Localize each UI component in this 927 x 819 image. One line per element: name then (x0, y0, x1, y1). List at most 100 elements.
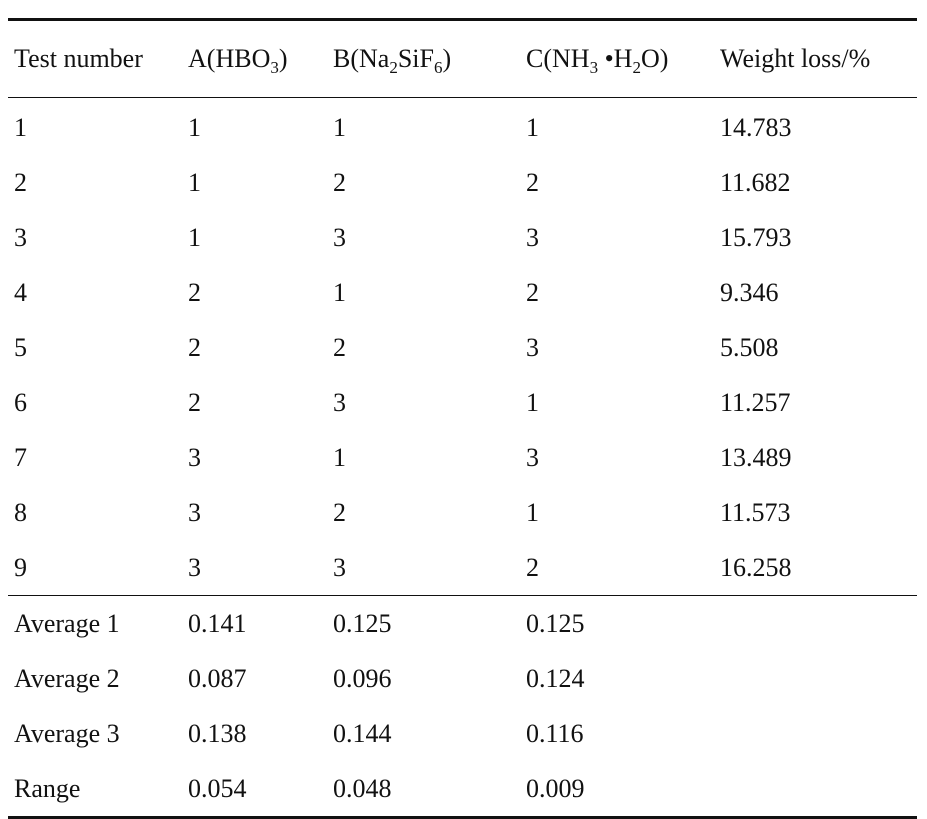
table-row: 8 3 2 1 11.573 (8, 485, 917, 540)
cell-test-number: 8 (14, 497, 27, 527)
factor-c-chem-2: •H (598, 44, 633, 73)
table-row: 1 1 1 1 14.783 (8, 98, 917, 156)
cell-factor-a: 2 (188, 332, 201, 362)
cell-factor-c: 0.009 (520, 761, 714, 819)
header-factor-b: B(Na2SiF6) (333, 44, 452, 77)
factor-b-label: B (333, 44, 351, 73)
factor-c-sub-1: 3 (589, 58, 599, 77)
cell-factor-a: 2 (188, 277, 201, 307)
cell-factor-c: 2 (526, 552, 539, 582)
summary-rows: Average 1 0.141 0.125 0.125 Average 2 0.087 0.… (8, 595, 917, 819)
cell-factor-c: 0.125 (520, 595, 714, 651)
cell-factor-b: 1 (333, 112, 346, 142)
cell-weight-loss: 11.682 (720, 167, 791, 197)
cell-weight-loss: 14.783 (720, 112, 792, 142)
cell-factor-a: 1 (188, 222, 201, 252)
cell-factor-a: 0.087 (188, 663, 247, 693)
cell-factor-b: 3 (333, 387, 346, 417)
table-row: 4 2 1 2 9.346 (8, 265, 917, 320)
factor-b-sub-1: 2 (389, 58, 398, 77)
table-header: Test number A(HBO3) B(Na2SiF6) C(NH3 •H2… (8, 19, 917, 98)
cell-factor-a: 1 (188, 167, 201, 197)
cell-factor-a: 2 (188, 387, 201, 417)
cell-weight-loss: 5.508 (720, 332, 779, 362)
cell-summary-label: Range (8, 761, 182, 819)
cell-factor-b: 3 (333, 222, 346, 252)
cell-factor-a: 0.138 (188, 718, 247, 748)
cell-test-number: 6 (14, 387, 27, 417)
cell-factor-c: 0.116 (526, 718, 584, 748)
cell-test-number: 1 (14, 112, 27, 142)
cell-weight-loss: 9.346 (720, 277, 779, 307)
cell-factor-a: 3 (188, 552, 201, 582)
table-row: 5 2 2 3 5.508 (8, 320, 917, 375)
header-factor-c: C(NH3 •H2O) (526, 44, 669, 77)
cell-factor-b: 1 (333, 442, 346, 472)
cell-factor-b: 1 (333, 277, 346, 307)
cell-factor-c: 3 (526, 332, 539, 362)
cell-factor-b: 0.048 (327, 761, 520, 819)
factor-a-label: A (188, 44, 207, 73)
cell-test-number: 3 (14, 222, 27, 252)
summary-row: Average 2 0.087 0.096 0.124 (8, 651, 917, 706)
cell-factor-b: 2 (333, 332, 346, 362)
factor-a-sub: 3 (270, 58, 279, 77)
cell-empty (714, 761, 917, 819)
cell-test-number: 2 (14, 167, 27, 197)
header-weight-loss: Weight loss/% (720, 44, 871, 73)
factor-c-label: C (526, 44, 544, 73)
factor-c-chem-1: NH (552, 44, 590, 73)
cell-factor-b: 3 (333, 552, 346, 582)
cell-factor-a: 0.141 (182, 595, 327, 651)
cell-weight-loss: 11.257 (720, 387, 791, 417)
cell-test-number: 4 (14, 277, 27, 307)
cell-factor-c: 2 (526, 167, 539, 197)
cell-test-number: 5 (14, 332, 27, 362)
cell-factor-c: 1 (526, 112, 539, 142)
cell-factor-c: 0.124 (526, 663, 585, 693)
factor-b-chem-2: SiF (397, 44, 434, 73)
table-row: 3 1 3 3 15.793 (8, 210, 917, 265)
factor-b-sub-2: 6 (434, 58, 443, 77)
cell-factor-c: 3 (526, 222, 539, 252)
cell-summary-label: Average 1 (8, 595, 182, 651)
table-row: 6 2 3 1 11.257 (8, 375, 917, 430)
table-row: 2 1 2 2 11.682 (8, 155, 917, 210)
cell-factor-b: 0.096 (333, 663, 392, 693)
factor-b-chem-1: Na (359, 44, 390, 73)
cell-factor-b: 0.125 (327, 595, 520, 651)
cell-empty (714, 651, 917, 706)
table-row: 9 3 3 2 16.258 (8, 540, 917, 596)
cell-factor-a: 3 (188, 497, 201, 527)
cell-test-number: 7 (14, 442, 27, 472)
cell-weight-loss: 13.489 (720, 442, 792, 472)
orthogonal-test-table: Test number A(HBO3) B(Na2SiF6) C(NH3 •H2… (8, 18, 917, 819)
header-test-number: Test number (14, 44, 143, 73)
orthogonal-test-table-container: Test number A(HBO3) B(Na2SiF6) C(NH3 •H2… (8, 18, 917, 819)
factor-c-chem-3: O (640, 44, 660, 73)
cell-summary-label: Average 2 (14, 663, 120, 693)
summary-row: Average 3 0.138 0.144 0.116 (8, 706, 917, 761)
header-row: Test number A(HBO3) B(Na2SiF6) C(NH3 •H2… (8, 19, 917, 98)
cell-factor-b: 2 (333, 167, 346, 197)
cell-weight-loss: 16.258 (720, 552, 792, 582)
factor-a-chem: HBO (215, 44, 271, 73)
cell-weight-loss: 15.793 (720, 222, 792, 252)
cell-empty (714, 595, 917, 651)
cell-factor-a: 3 (188, 442, 201, 472)
cell-factor-c: 1 (526, 497, 539, 527)
test-rows: 1 1 1 1 14.783 2 1 2 2 11.682 3 1 3 3 15.793 4 2 1 2 9.346 5… (8, 98, 917, 596)
cell-test-number: 9 (14, 552, 27, 582)
summary-row: Range 0.054 0.048 0.009 (8, 761, 917, 819)
cell-weight-loss: 11.573 (720, 497, 791, 527)
cell-factor-c: 2 (526, 277, 539, 307)
cell-factor-a: 0.054 (182, 761, 327, 819)
factor-c-sub-2: 2 (632, 58, 641, 77)
cell-factor-c: 1 (526, 387, 539, 417)
cell-factor-b: 0.144 (333, 718, 392, 748)
cell-factor-b: 2 (333, 497, 346, 527)
cell-factor-a: 1 (188, 112, 201, 142)
cell-summary-label: Average 3 (14, 718, 120, 748)
header-factor-a: A(HBO3) (188, 44, 288, 77)
cell-empty (714, 706, 917, 761)
